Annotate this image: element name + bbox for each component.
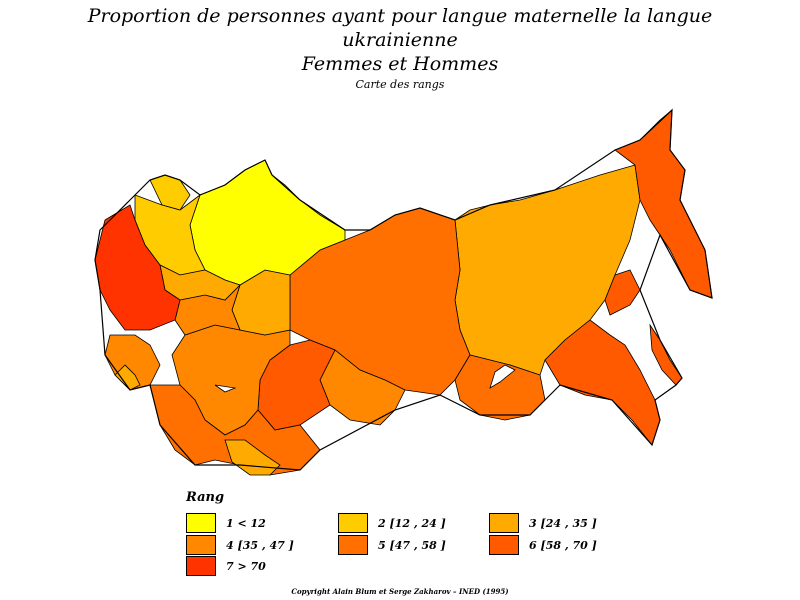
- legend-swatch: [489, 513, 519, 533]
- lake-baikal: [489, 364, 516, 389]
- region-baikal: [454, 354, 546, 421]
- legend-item-rank-1: 1 < 12: [186, 513, 266, 533]
- legend-title: Rang: [186, 490, 225, 505]
- legend-label: 4 [35 , 47 ]: [226, 538, 294, 552]
- legend-label: 1 < 12: [226, 516, 266, 530]
- lake-balkhash: [214, 384, 237, 393]
- legend-item-rank-7: 7 > 70: [186, 556, 266, 576]
- legend-swatch: [186, 535, 216, 555]
- legend-swatch: [338, 535, 368, 555]
- legend-swatch: [338, 513, 368, 533]
- map-title-continued: ukrainienne: [342, 29, 458, 51]
- legend-label: 6 [58 , 70 ]: [529, 538, 597, 552]
- legend-item-rank-4: 4 [35 , 47 ]: [186, 535, 294, 555]
- legend-label: 7 > 70: [226, 559, 266, 573]
- ussr-outer-border: [94, 108, 713, 471]
- map-title: Proportion de personnes ayant pour langu…: [87, 5, 713, 27]
- legend-item-rank-2: 2 [12 , 24 ]: [338, 513, 446, 533]
- legend-swatch: [186, 513, 216, 533]
- region-central-asia: [149, 384, 321, 476]
- legend-swatch: [186, 556, 216, 576]
- legend-label: 3 [24 , 35 ]: [529, 516, 597, 530]
- map-title-population: Femmes et Hommes: [301, 53, 499, 75]
- legend-label: 5 [47 , 58 ]: [378, 538, 446, 552]
- legend-label: 2 [12 , 24 ]: [378, 516, 446, 530]
- legend-item-rank-3: 3 [24 , 35 ]: [489, 513, 597, 533]
- map-subtitle: Carte des rangs: [355, 78, 445, 91]
- map-titles: Proportion de personnes ayant pour langu…: [0, 4, 800, 93]
- legend-item-rank-5: 5 [47 , 58 ]: [338, 535, 446, 555]
- region-sakhalin: [649, 323, 683, 386]
- copyright-notice: Copyright Alain Blum et Serge Zakharov –…: [291, 587, 509, 596]
- legend-swatch: [489, 535, 519, 555]
- legend-item-rank-6: 6 [58 , 70 ]: [489, 535, 597, 555]
- region-southern-central-asia: [224, 439, 281, 476]
